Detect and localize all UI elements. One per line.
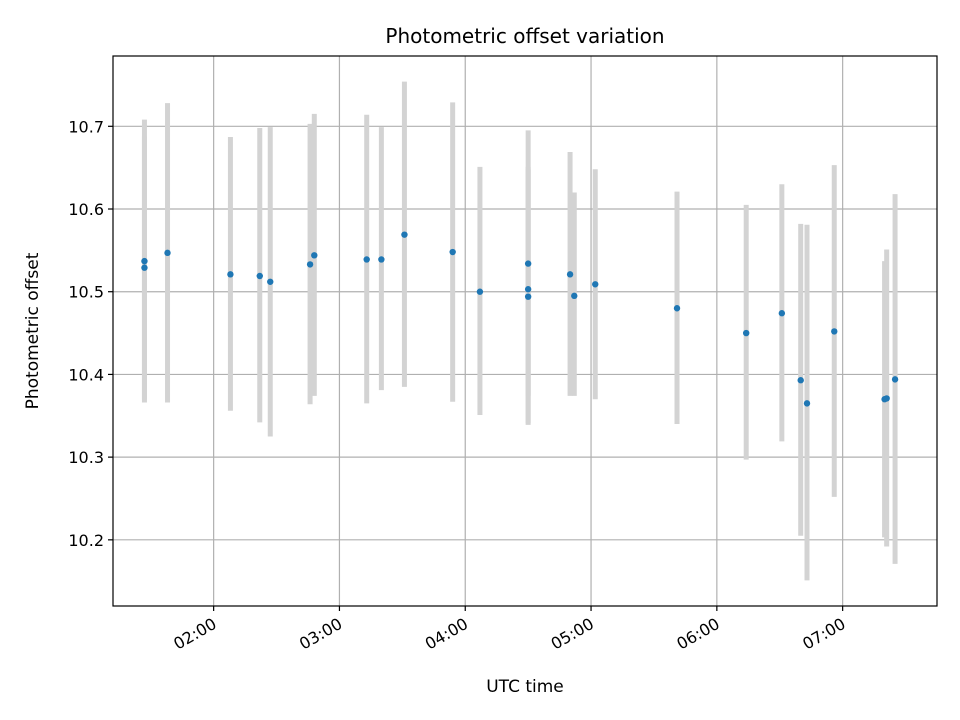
data-point (164, 249, 171, 257)
data-point (592, 281, 599, 288)
data-point (571, 292, 578, 300)
axis-ticks: 02:00 03:00 04:00 05:00 06:00 07:00 10.2 10.3 10… (68, 117, 848, 653)
data-point (883, 395, 890, 402)
data-point (673, 305, 681, 312)
y-tick-label: 10.2 (68, 531, 104, 550)
data-point (778, 310, 786, 317)
data-point (831, 328, 838, 335)
data-points (141, 231, 899, 407)
data-point (524, 260, 532, 267)
plot-frame (112, 55, 938, 607)
data-point (891, 376, 899, 383)
data-point (267, 278, 274, 285)
data-point (306, 261, 314, 268)
data-point (803, 400, 811, 407)
data-point (743, 329, 750, 337)
y-tick-label: 10.4 (68, 365, 104, 384)
x-tick-label: 06:00 (673, 614, 722, 654)
y-axis-label: Photometric offset (23, 252, 43, 409)
data-point (524, 286, 532, 293)
chart-title: Photometric offset variation (385, 24, 664, 48)
data-point (524, 293, 532, 300)
data-point (449, 248, 456, 256)
x-tick-label: 03:00 (296, 614, 345, 654)
error-bars (141, 81, 898, 581)
data-point (378, 256, 385, 263)
y-tick-label: 10.3 (68, 448, 104, 467)
data-point (227, 271, 234, 278)
data-point (363, 256, 370, 263)
data-point (311, 252, 318, 259)
x-tick-label: 04:00 (422, 614, 471, 654)
data-point (566, 271, 574, 278)
y-tick-label: 10.5 (68, 283, 104, 302)
y-tick-label: 10.7 (68, 117, 104, 136)
data-point (797, 377, 804, 384)
x-tick-label: 02:00 (170, 614, 219, 654)
data-point (141, 257, 148, 265)
grid-lines (113, 56, 937, 606)
x-axis-label: UTC time (486, 677, 564, 697)
data-point (256, 272, 263, 280)
x-tick-label: 07:00 (799, 614, 848, 654)
data-point (141, 264, 148, 271)
x-tick-label: 05:00 (548, 614, 597, 654)
data-point (401, 231, 408, 238)
data-point (476, 288, 484, 295)
y-tick-label: 10.6 (68, 200, 104, 219)
